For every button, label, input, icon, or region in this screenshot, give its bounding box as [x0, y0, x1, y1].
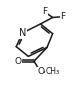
Text: CH₃: CH₃ — [46, 67, 60, 76]
Text: O: O — [14, 57, 21, 66]
Text: F: F — [61, 12, 66, 21]
Text: N: N — [19, 28, 26, 38]
Text: F: F — [42, 7, 47, 16]
Text: O: O — [37, 67, 44, 76]
